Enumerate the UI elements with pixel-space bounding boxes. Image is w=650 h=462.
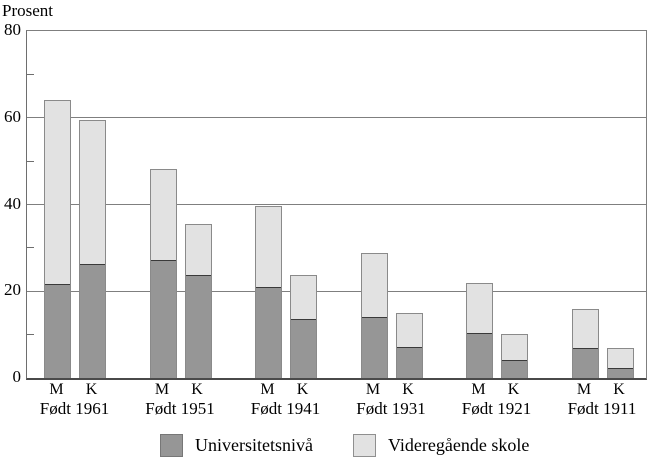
segment-universitetsniva: [150, 259, 176, 378]
segment-universitetsniva: [256, 287, 281, 378]
segment-universitetsniva: [502, 360, 527, 378]
bar-m-født-1931: [360, 252, 388, 378]
x-label-k-1: K: [85, 381, 98, 398]
gridline-60: [27, 117, 646, 119]
x-group-label-3: Født 1941: [250, 399, 321, 418]
y-tick-label-0: 0: [12, 367, 22, 386]
segment-universitetsniva: [607, 367, 633, 378]
bar-m-født-1961: [44, 100, 71, 378]
legend-swatch-videregaende-skole: [353, 434, 376, 457]
y-minor-tick-10: [27, 334, 34, 336]
x-label-k-5: K: [507, 381, 520, 398]
segment-universitetsniva: [80, 263, 105, 378]
segment-videregaende-skole: [80, 120, 105, 264]
x-group-label-6: Født 1911: [567, 399, 637, 418]
x-group-label-2: Født 1951: [145, 399, 215, 418]
legend-label-universitetsniva: Universitetsnivå: [195, 435, 313, 455]
y-axis-unit-label: Prosent: [2, 1, 53, 20]
gridline-40: [27, 204, 646, 205]
y-minor-tick-30: [27, 247, 34, 249]
segment-universitetsniva: [45, 284, 70, 378]
segment-videregaende-skole: [45, 101, 70, 285]
segment-videregaende-skole: [361, 253, 387, 317]
bar-k-født-1911: [606, 348, 634, 378]
gridline-20: [27, 290, 646, 292]
legend-item-videregaende-skole: Videregående skole: [353, 434, 529, 457]
bar-m-født-1911: [571, 309, 599, 378]
x-label-m-5: M: [471, 381, 486, 398]
segment-videregaende-skole: [396, 313, 422, 348]
y-minor-tick-50: [27, 160, 34, 162]
bar-k-født-1941: [290, 275, 317, 378]
segment-videregaende-skole: [291, 276, 316, 320]
legend-item-universitetsniva: Universitetsnivå: [160, 434, 313, 457]
segment-videregaende-skole: [150, 169, 176, 260]
bar-k-født-1931: [395, 312, 423, 378]
segment-universitetsniva: [361, 316, 387, 378]
bar-k-født-1921: [501, 333, 528, 378]
x-label-m-3: M: [260, 381, 275, 398]
segment-universitetsniva: [396, 347, 422, 378]
x-group-label-5: Født 1921: [461, 399, 532, 418]
plot-area: [26, 30, 647, 380]
segment-videregaende-skole: [185, 225, 211, 275]
segment-videregaende-skole: [572, 310, 598, 349]
y-tick-label-20: 20: [4, 280, 21, 300]
bar-k-født-1961: [79, 119, 106, 378]
segment-universitetsniva: [185, 274, 211, 378]
x-label-k-3: K: [296, 381, 309, 398]
legend-swatch-universitetsniva: [160, 434, 183, 457]
segment-universitetsniva: [291, 319, 316, 378]
x-group-label-1: Født 1961: [39, 399, 110, 418]
x-label-k-6: K: [613, 381, 625, 398]
x-label-m-6: M: [576, 381, 592, 398]
segment-universitetsniva: [467, 333, 492, 378]
legend-label-videregaende-skole: Videregående skole: [388, 435, 530, 455]
segment-videregaende-skole: [467, 284, 492, 334]
segment-videregaende-skole: [607, 349, 633, 368]
x-label-k-2: K: [191, 381, 203, 398]
y-tick-label-60: 60: [4, 106, 21, 126]
x-label-m-1: M: [49, 381, 64, 398]
x-group-label-4: Født 1931: [356, 399, 426, 418]
y-tick-label-80: 80: [4, 20, 21, 39]
segment-videregaende-skole: [502, 334, 527, 361]
y-minor-tick-70: [27, 73, 34, 75]
segment-videregaende-skole: [256, 206, 281, 288]
x-label-k-4: K: [402, 381, 414, 398]
bar-k-født-1951: [184, 224, 212, 378]
bar-m-født-1941: [255, 205, 282, 378]
y-tick-label-40: 40: [4, 193, 21, 213]
bar-m-født-1921: [466, 283, 493, 378]
bar-m-født-1951: [149, 168, 177, 378]
x-label-m-4: M: [365, 381, 381, 398]
segment-universitetsniva: [572, 348, 598, 378]
x-label-m-2: M: [154, 381, 170, 398]
